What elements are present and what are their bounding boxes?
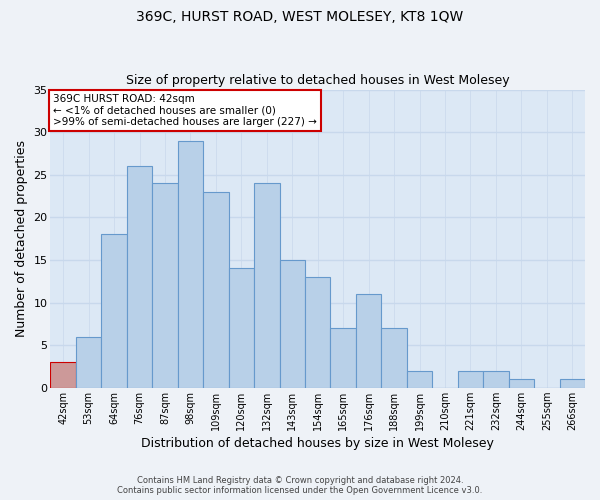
Text: 369C, HURST ROAD, WEST MOLESEY, KT8 1QW: 369C, HURST ROAD, WEST MOLESEY, KT8 1QW [136,10,464,24]
Bar [509,380,534,388]
Bar [483,370,509,388]
Y-axis label: Number of detached properties: Number of detached properties [15,140,28,337]
Bar [76,336,101,388]
Bar [152,184,178,388]
Bar [382,328,407,388]
Bar [356,294,382,388]
Bar [331,328,356,388]
Title: Size of property relative to detached houses in West Molesey: Size of property relative to detached ho… [126,74,509,87]
Bar [229,268,254,388]
Bar [127,166,152,388]
Bar [280,260,305,388]
Bar [178,140,203,388]
Bar [203,192,229,388]
Text: 369C HURST ROAD: 42sqm
← <1% of detached houses are smaller (0)
>99% of semi-det: 369C HURST ROAD: 42sqm ← <1% of detached… [53,94,317,127]
X-axis label: Distribution of detached houses by size in West Molesey: Distribution of detached houses by size … [141,437,494,450]
Bar [50,362,76,388]
Bar [458,370,483,388]
Bar [560,380,585,388]
Bar [254,184,280,388]
Bar [305,277,331,388]
Text: Contains HM Land Registry data © Crown copyright and database right 2024.
Contai: Contains HM Land Registry data © Crown c… [118,476,482,495]
Bar [407,370,432,388]
Bar [101,234,127,388]
